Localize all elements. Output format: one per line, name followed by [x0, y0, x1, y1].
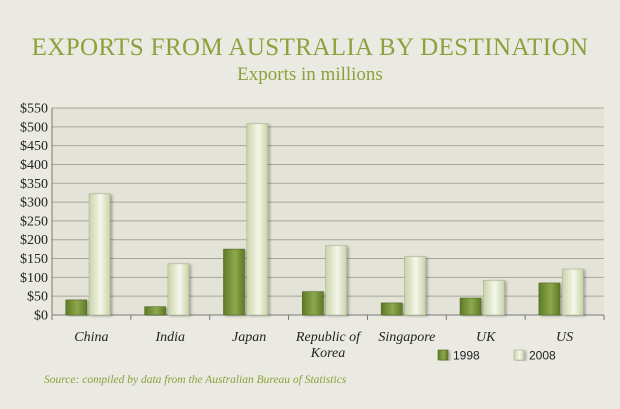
- y-tick-label: $150: [20, 252, 48, 267]
- x-tick-label: Republic of Korea: [295, 330, 362, 361]
- x-tick-label: Japan: [232, 330, 266, 345]
- legend-label-2008: 2008: [529, 349, 556, 363]
- y-tick-label: $0: [34, 309, 48, 324]
- bar-2008-japan: [246, 123, 269, 316]
- bar-1998-us: [538, 282, 561, 316]
- y-tick-label: $300: [20, 196, 48, 211]
- source-note: Source: compiled by data from the Austra…: [44, 374, 347, 386]
- bar-1998-singapore: [380, 302, 403, 316]
- x-tick-label: UK: [476, 330, 496, 345]
- y-tick-label: $50: [27, 290, 48, 305]
- y-tick-label: $500: [20, 120, 48, 135]
- x-tick-label: US: [556, 330, 573, 345]
- y-tick-label: $400: [20, 158, 48, 173]
- bar-2008-china: [88, 193, 111, 316]
- chart-title: EXPORTS FROM AUSTRALIA BY DESTINATION: [31, 34, 589, 61]
- bar-2008-india: [167, 263, 190, 316]
- legend-label-1998: 1998: [453, 349, 480, 363]
- x-tick-label: Singapore: [378, 330, 435, 345]
- bar-1998-china: [65, 299, 88, 316]
- y-tick-label: $200: [20, 233, 48, 248]
- legend-swatch-2008: [513, 349, 525, 361]
- bar-2008-us: [561, 268, 584, 316]
- bar-1998-uk: [459, 297, 482, 316]
- bar-2008-republic-of-korea: [325, 245, 347, 316]
- y-tick-label: $250: [20, 214, 48, 229]
- y-tick-label: $450: [20, 139, 48, 154]
- x-tick-label: India: [155, 330, 186, 345]
- bar-1998-india: [144, 306, 166, 316]
- y-tick-label: $100: [20, 271, 48, 286]
- y-tick-label: $550: [20, 102, 48, 117]
- legend: 1998 2008: [437, 349, 556, 363]
- bar-2008-singapore: [404, 256, 426, 316]
- chart-subtitle: Exports in millions: [237, 64, 383, 85]
- bar-1998-japan: [223, 248, 245, 316]
- x-tick-label: China: [74, 330, 108, 345]
- bar-1998-republic-of-korea: [302, 291, 324, 316]
- y-tick-label: $350: [20, 177, 48, 192]
- legend-swatch-1998: [437, 349, 449, 361]
- bar-2008-uk: [483, 280, 505, 316]
